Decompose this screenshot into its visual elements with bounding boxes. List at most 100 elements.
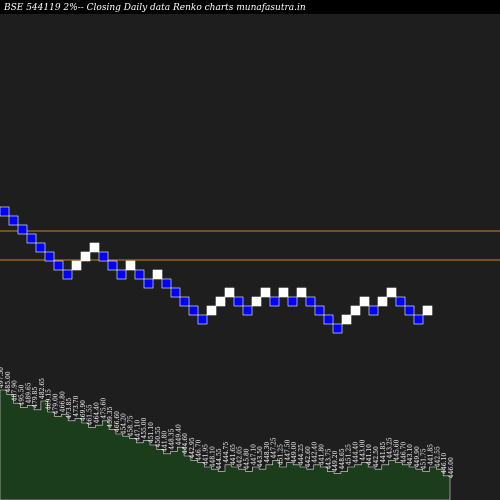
- down-brick: [323, 314, 334, 325]
- up-brick: [224, 287, 235, 298]
- volume-label: 443.10: [407, 444, 414, 465]
- up-brick: [296, 287, 307, 298]
- volume-label: 443.75: [325, 448, 332, 469]
- volume-label: 448.65: [339, 448, 346, 469]
- volume-label: 448.10: [209, 446, 216, 467]
- volume-label: 450.55: [155, 426, 162, 447]
- volume-label: 443.25: [387, 437, 394, 458]
- volume-label: 441.65: [230, 444, 237, 465]
- volume-label: 445.80: [243, 448, 250, 469]
- volume-labels: 497.50 485.00 487.90 495.50 489.65 479.85 482.…: [0, 367, 455, 478]
- up-brick: [80, 251, 91, 262]
- volume-label: 444.60: [182, 433, 189, 454]
- down-brick: [44, 251, 55, 262]
- down-brick: [107, 260, 118, 271]
- volume-area: [0, 389, 451, 500]
- up-brick: [350, 305, 361, 316]
- volume-label: 441.85: [380, 442, 387, 463]
- volume-label: 441.80: [318, 444, 325, 465]
- volume-label: 449.40: [175, 424, 182, 445]
- up-brick: [251, 296, 262, 307]
- volume-label: 441.85: [428, 444, 435, 465]
- volume-label: 454.20: [121, 413, 128, 434]
- volume-label: 451.25: [346, 444, 353, 465]
- down-brick: [8, 215, 19, 226]
- down-brick: [134, 269, 145, 280]
- volume-label: 473.70: [73, 395, 80, 416]
- volume-label: 455.00: [141, 417, 148, 438]
- volume-label: 441.80: [162, 431, 169, 452]
- down-brick: [62, 269, 73, 280]
- volume-label: 444.40: [353, 442, 360, 463]
- volume-label: 442.55: [434, 446, 441, 467]
- up-brick: [206, 305, 217, 316]
- volume-label: 443.00: [359, 439, 366, 460]
- volume-label: 497.50: [0, 367, 5, 388]
- up-brick: [89, 242, 100, 253]
- volume-label: 441.95: [203, 444, 210, 465]
- volume-label: 447.25: [271, 437, 278, 458]
- down-brick: [143, 278, 154, 289]
- volume-label: 479.85: [32, 387, 39, 408]
- volume-label: 447.10: [134, 420, 141, 441]
- volume-label: 443.50: [257, 446, 264, 467]
- up-brick: [71, 260, 82, 271]
- volume-label: 442.50: [373, 446, 380, 467]
- down-brick: [116, 269, 127, 280]
- up-brick: [341, 314, 352, 325]
- volume-series: [0, 389, 451, 500]
- volume-label: 464.40: [93, 402, 100, 423]
- down-brick: [233, 296, 244, 307]
- down-brick: [35, 242, 46, 253]
- volume-label: 444.75: [223, 442, 230, 463]
- volume-label: 446.10: [441, 453, 448, 474]
- down-brick: [188, 305, 199, 316]
- up-brick: [422, 305, 433, 316]
- volume-label: 451.75: [421, 448, 428, 469]
- volume-label: 459.35: [107, 406, 114, 427]
- volume-label: 449.20: [332, 450, 339, 471]
- volume-label: 466.60: [114, 411, 121, 432]
- volume-label: 442.40: [312, 442, 319, 463]
- volume-label: 447.10: [250, 444, 257, 465]
- up-brick: [125, 260, 136, 271]
- volume-label: 479.00: [53, 393, 60, 414]
- down-brick: [53, 260, 64, 271]
- down-brick: [161, 278, 172, 289]
- volume-label: 442.95: [189, 437, 196, 458]
- volume-label: 451.25: [278, 444, 285, 465]
- up-brick: [377, 296, 388, 307]
- down-brick: [269, 296, 280, 307]
- down-brick: [395, 296, 406, 307]
- volume-label: 482.65: [39, 378, 46, 399]
- volume-label: 444.55: [216, 448, 223, 469]
- volume-label: 461.55: [87, 404, 94, 425]
- down-brick: [26, 233, 37, 244]
- up-brick: [152, 269, 163, 280]
- volume-label: 446.70: [400, 442, 407, 463]
- title-bar: [0, 0, 500, 14]
- down-brick: [404, 305, 415, 316]
- volume-label: 489.65: [25, 382, 32, 403]
- volume-label: 473.85: [66, 398, 73, 419]
- down-brick: [242, 305, 253, 316]
- chart-title: BSE 544119 2%-- Closing Daily data Renko…: [3, 3, 306, 13]
- up-brick: [386, 287, 397, 298]
- down-brick: [368, 305, 379, 316]
- down-brick: [413, 314, 424, 325]
- down-brick: [314, 305, 325, 316]
- up-brick: [215, 296, 226, 307]
- volume-label: 485.00: [5, 371, 12, 392]
- down-brick: [98, 251, 109, 262]
- volume-label: 466.80: [59, 391, 66, 412]
- volume-label: 445.60: [393, 439, 400, 460]
- volume-label: 451.10: [148, 422, 155, 443]
- volume-label: 448.35: [168, 428, 175, 449]
- volume-label: 444.25: [298, 444, 305, 465]
- up-brick: [260, 287, 271, 298]
- down-brick: [179, 296, 190, 307]
- volume-label: 441.10: [366, 444, 373, 465]
